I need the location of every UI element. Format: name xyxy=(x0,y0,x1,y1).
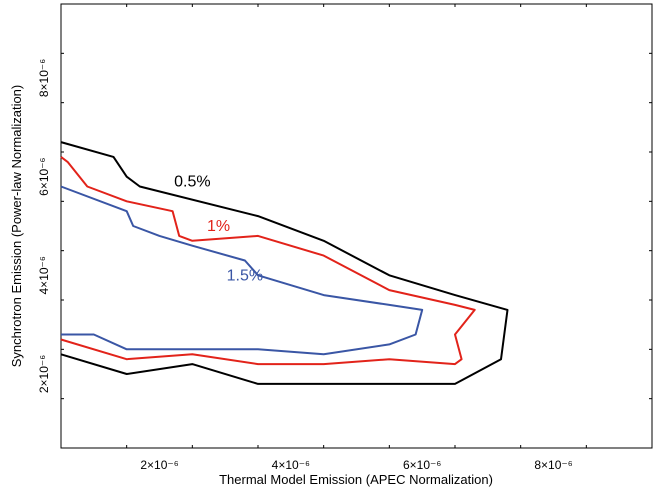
contour-labels: 0.5% 1% 1.5% xyxy=(174,174,263,285)
contour-1% xyxy=(60,156,476,366)
contour-lines xyxy=(60,141,509,385)
x-tick-label: 8×10⁻⁶ xyxy=(534,458,572,472)
contour-label-1.5%: 1.5% xyxy=(227,267,263,284)
y-tick-label: 4×10⁻⁶ xyxy=(37,256,51,294)
contour-label-0.5%: 0.5% xyxy=(174,174,210,191)
x-tick-label: 2×10⁻⁶ xyxy=(140,458,178,472)
y-axis-label: Synchrotron Emission (Power-law Normaliz… xyxy=(9,85,24,367)
y-tick-label: 2×10⁻⁶ xyxy=(37,355,51,393)
y-tick-label: 6×10⁻⁶ xyxy=(37,157,51,195)
x-tick-label: 6×10⁻⁶ xyxy=(403,458,441,472)
contour-1.5% xyxy=(60,185,424,356)
plot-frame xyxy=(60,3,653,449)
x-axis-label: Thermal Model Emission (APEC Normalizati… xyxy=(219,472,493,487)
axis-ticks: 2×10⁻⁶ 4×10⁻⁶ 6×10⁻⁶ 8×10⁻⁶ 2×10⁻⁶ 4×10⁻⁶ 6×10… xyxy=(37,4,652,472)
y-tick-label: 8×10⁻⁶ xyxy=(37,59,51,97)
contour-0.5% xyxy=(60,141,509,385)
x-tick-label: 4×10⁻⁶ xyxy=(272,458,310,472)
contour-label-1%: 1% xyxy=(207,218,230,235)
